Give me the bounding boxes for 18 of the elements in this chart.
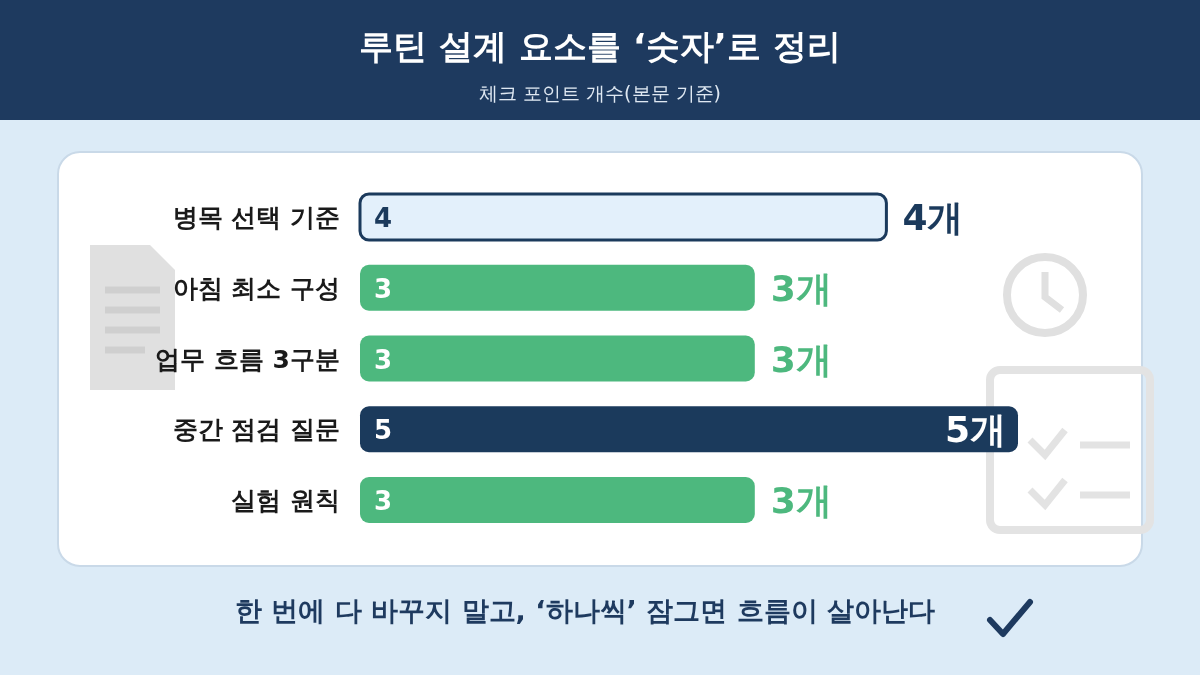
y-tick-label: 병목 선택 기준 [172, 203, 340, 232]
data-label: 5 [374, 415, 393, 446]
annotation: 3개 [770, 480, 832, 521]
chart-title: 루틴 설계 요소를 ‘숫자’로 정리 [359, 26, 841, 66]
annotation: 3개 [770, 267, 832, 309]
annotation: 5개 [944, 409, 1006, 451]
data-label: 3 [374, 273, 393, 304]
annotation: 3개 [770, 338, 832, 380]
y-tick-label: 실험 원칙 [231, 486, 340, 515]
annotation: 4개 [902, 197, 964, 238]
data-label: 3 [374, 344, 393, 375]
chart-subtitle: 체크 포인트 개수(본문 기준) [479, 82, 721, 104]
y-tick-label: 업무 흐름 3구분 [155, 344, 340, 374]
y-tick-label: 아침 최소 구성 [172, 273, 340, 303]
data-label: 4 [374, 203, 393, 233]
text: 한 번에 다 바꾸지 말고, ‘하나씩’ 잠그면 흐름이 살아난다 [235, 595, 935, 626]
y-tick-label: 중간 점검 질문 [172, 415, 340, 445]
data-label: 3 [374, 486, 393, 516]
